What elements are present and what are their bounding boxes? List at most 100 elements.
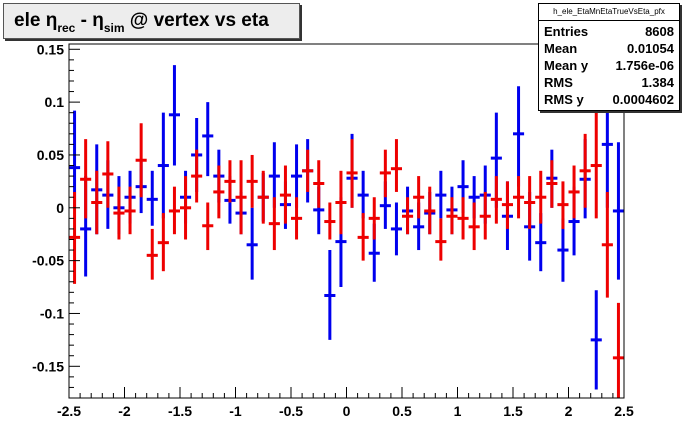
y-tick-label: 0: [56, 200, 64, 216]
data-point: [324, 250, 336, 340]
data-point: [224, 160, 236, 203]
stats-box: h_ele_EtaMnEtaTrueVsEta_pfx Entries 8608…: [538, 3, 680, 111]
data-point: [435, 218, 447, 261]
data-point: [568, 165, 580, 219]
data-point: [80, 139, 92, 219]
data-point: [513, 176, 525, 219]
y-tick-label: 0.15: [37, 41, 64, 57]
stats-label: Mean: [544, 41, 578, 56]
x-tick-label: -0.5: [279, 403, 303, 419]
data-point: [69, 191, 81, 284]
stats-value: 8608: [645, 24, 674, 39]
data-point: [424, 186, 436, 235]
data-point: [246, 154, 258, 208]
stats-row-mean-y: Mean y 1.756e-06: [544, 58, 674, 76]
data-point: [479, 191, 491, 240]
title-part-minus: -: [75, 10, 93, 31]
data-point: [546, 160, 558, 208]
data-point: [435, 170, 447, 219]
data-point: [590, 290, 602, 390]
data-point: [157, 213, 169, 272]
title-eta-rec: η: [45, 10, 58, 31]
data-point: [246, 207, 258, 280]
stats-row-entries: Entries 8608: [544, 24, 674, 42]
data-point: [535, 170, 547, 224]
data-point: [168, 65, 180, 166]
stats-label: Entries: [544, 24, 589, 39]
data-point: [313, 160, 325, 208]
data-point: [390, 202, 402, 256]
x-tick-label: -1.5: [168, 403, 192, 419]
data-point: [168, 186, 180, 235]
data-point: [490, 176, 502, 224]
title-sub-sim: sim: [103, 21, 125, 35]
data-point: [102, 141, 114, 208]
title-sub-rec: rec: [57, 21, 76, 35]
stats-label: Mean y: [544, 58, 589, 73]
data-point: [268, 197, 280, 251]
data-point: [213, 165, 225, 219]
data-point: [368, 197, 380, 240]
x-tick-label: 2: [565, 403, 573, 419]
data-point: [91, 170, 103, 235]
stats-value: 1.384: [641, 75, 674, 90]
data-point: [291, 197, 303, 240]
stats-label: RMS y: [544, 92, 584, 107]
y-tick-label: 0.05: [37, 147, 64, 163]
y-tick-label: 0.1: [45, 94, 65, 110]
data-point: [235, 160, 247, 235]
x-tick-label: -2.5: [57, 403, 81, 419]
data-point: [524, 176, 536, 229]
data-point: [446, 197, 458, 235]
data-point: [124, 186, 136, 235]
x-tick-label: 1: [454, 403, 462, 419]
title-part-tail: @ vertex vs eta: [124, 10, 269, 31]
data-point: [612, 142, 624, 280]
x-tick-label: 2.5: [614, 403, 634, 419]
data-point: [557, 218, 569, 282]
data-point: [113, 186, 125, 240]
data-point: [302, 149, 314, 192]
x-tick-label: 1.5: [503, 403, 523, 419]
data-point: [146, 228, 158, 280]
data-point: [390, 139, 402, 192]
x-tick-label: 0: [343, 403, 351, 419]
series-0: [69, 65, 624, 390]
data-point: [457, 197, 469, 240]
data-point: [146, 170, 158, 226]
data-layer: [69, 65, 624, 398]
data-point: [324, 202, 336, 240]
stats-row-rms-y: RMS y 0.0004602: [544, 92, 674, 110]
title-eta-sim: η: [92, 10, 104, 31]
data-point: [202, 202, 214, 251]
data-point: [601, 191, 613, 298]
stats-row-rms: RMS 1.384: [544, 75, 674, 93]
stats-value: 0.01054: [627, 41, 674, 56]
y-tick-label: -0.1: [40, 305, 64, 321]
stats-value: 1.756e-06: [615, 58, 674, 73]
data-point: [379, 149, 391, 198]
data-point: [413, 176, 425, 219]
data-point: [279, 165, 291, 224]
series-1: [69, 112, 624, 398]
y-tick-label: -0.05: [32, 253, 64, 269]
stats-row-mean: Mean 0.01054: [544, 41, 674, 59]
title-box: ele ηrec - ηsim @ vertex vs eta: [3, 3, 300, 39]
data-point: [612, 302, 624, 398]
stats-label: RMS: [544, 75, 573, 90]
x-tick-label: 0.5: [392, 403, 412, 419]
data-point: [513, 86, 525, 187]
stats-value: 0.0004602: [612, 92, 674, 107]
data-point: [557, 181, 569, 229]
chart-title: ele ηrec - ηsim @ vertex vs eta: [14, 10, 269, 35]
x-tick-label: -2: [118, 403, 131, 419]
x-tick-label: -1: [229, 403, 242, 419]
data-point: [501, 181, 513, 229]
data-point: [135, 123, 147, 198]
data-point: [579, 133, 591, 208]
stats-histogram-name: h_ele_EtaMnEtaTrueVsEta_pfx: [539, 4, 679, 21]
data-point: [69, 110, 81, 208]
data-point: [335, 170, 347, 235]
data-point: [157, 112, 169, 219]
title-part-ele: ele: [14, 10, 46, 31]
